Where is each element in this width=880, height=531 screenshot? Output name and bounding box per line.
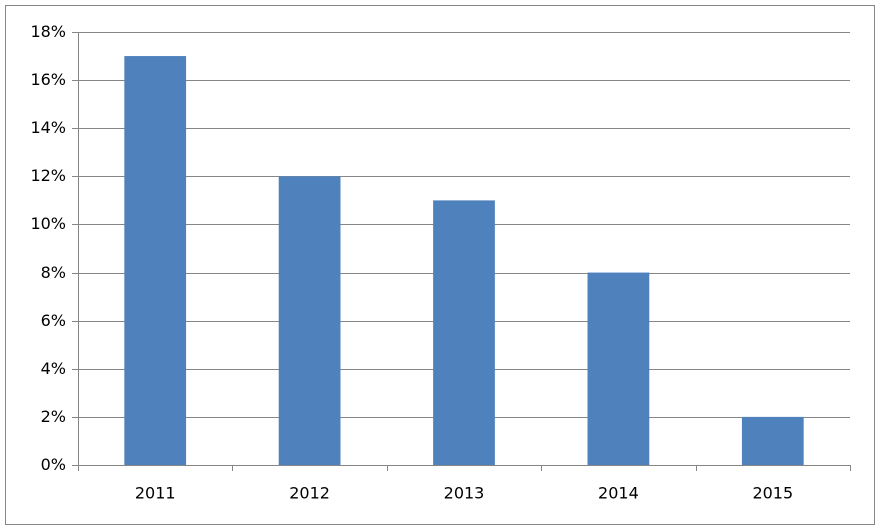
y-tick-label: 0% bbox=[41, 455, 66, 474]
x-tick-label: 2015 bbox=[752, 484, 793, 503]
y-tick-label: 2% bbox=[41, 407, 66, 426]
bar bbox=[124, 56, 187, 466]
y-tick-label: 14% bbox=[30, 118, 66, 137]
y-tick-label: 18% bbox=[30, 22, 66, 41]
y-tick-label: 16% bbox=[30, 70, 66, 89]
y-tick-label: 4% bbox=[41, 359, 66, 378]
y-tick-label: 10% bbox=[30, 214, 66, 233]
x-tick-label: 2014 bbox=[598, 484, 639, 503]
y-tick-label: 8% bbox=[41, 263, 66, 282]
bar bbox=[278, 176, 341, 466]
bar bbox=[433, 200, 495, 465]
bar bbox=[587, 272, 650, 465]
x-tick-label: 2011 bbox=[135, 484, 176, 503]
y-tick-label: 12% bbox=[30, 166, 66, 185]
bar bbox=[741, 416, 804, 465]
y-tick-label: 6% bbox=[41, 311, 66, 330]
x-tick-label: 2012 bbox=[289, 484, 330, 503]
x-tick-label: 2013 bbox=[444, 484, 485, 503]
